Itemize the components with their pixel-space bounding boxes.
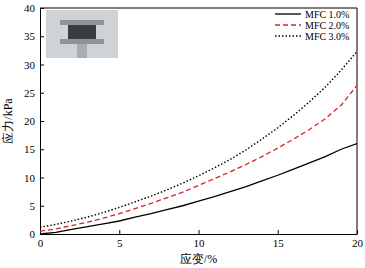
legend-swatch (275, 24, 301, 25)
y-tick: 30 (24, 59, 44, 71)
y-tick: 5 (30, 200, 45, 212)
y-tick-label: 35 (24, 30, 36, 42)
y-tick: 35 (24, 30, 44, 42)
x-tick-mark (278, 230, 279, 234)
y-tick-mark (40, 149, 44, 150)
legend: MFC 1.0%MFC 2.0%MFC 3.0% (275, 9, 349, 42)
y-tick-mark (40, 178, 44, 179)
legend-swatch (275, 13, 301, 14)
y-tick-label: 0 (30, 228, 36, 240)
x-tick-label: 5 (117, 237, 123, 249)
legend-label: MFC 3.0% (305, 31, 349, 42)
x-tick-label: 15 (273, 237, 285, 249)
y-tick: 0 (30, 228, 45, 240)
y-tick-mark (40, 93, 44, 94)
y-tick-mark (40, 206, 44, 207)
series-group (40, 52, 357, 234)
y-tick: 20 (24, 115, 44, 127)
y-tick-label: 5 (30, 200, 36, 212)
x-axis: 0 5 10 15 20 (38, 230, 364, 249)
y-tick-mark (40, 65, 44, 66)
legend-item: MFC 2.0% (275, 20, 349, 31)
legend-item: MFC 1.0% (275, 9, 349, 20)
x-tick-mark (199, 230, 200, 234)
frame-right (357, 8, 358, 234)
plot: 0 5 10 15 20 0 5 10 15 20 25 30 35 40 MFC 1.0%MFC 2.0%… (24, 2, 364, 249)
y-tick-label: 25 (24, 87, 36, 99)
chart: 0 5 10 15 20 0 5 10 15 20 25 30 35 40 MFC 1.0%MFC 2.0%… (0, 0, 365, 268)
y-tick: 10 (24, 172, 44, 184)
y-axis-title: 应力/kPa (1, 98, 15, 144)
inset-plate (60, 20, 104, 25)
inset-plate (60, 39, 104, 44)
y-tick-label: 15 (24, 143, 36, 155)
y-tick-mark (40, 234, 44, 235)
inset-sample (68, 25, 96, 39)
x-tick: 10 (194, 230, 206, 249)
y-tick-label: 20 (24, 115, 36, 127)
inset-bg (46, 10, 118, 58)
x-tick: 20 (352, 230, 364, 249)
inset-photo (46, 10, 118, 58)
y-axis: 0 5 10 15 20 25 30 35 40 (24, 2, 44, 240)
legend-label: MFC 1.0% (305, 9, 349, 20)
x-tick: 15 (273, 230, 285, 249)
inset-rod (77, 44, 87, 58)
y-tick: 15 (24, 143, 44, 155)
legend-label: MFC 2.0% (305, 20, 349, 31)
series-line (40, 52, 357, 228)
x-tick-label: 0 (38, 237, 44, 249)
y-tick: 25 (24, 87, 44, 99)
x-axis-line (41, 234, 358, 235)
y-tick-mark (40, 121, 44, 122)
series-line (40, 144, 357, 234)
legend-swatch (275, 35, 301, 36)
legend-item: MFC 3.0% (275, 31, 349, 42)
y-tick-mark (40, 36, 44, 37)
x-tick: 5 (117, 230, 123, 249)
y-tick-label: 40 (24, 2, 36, 14)
x-tick-label: 10 (194, 237, 206, 249)
x-tick-label: 20 (352, 237, 364, 249)
x-axis-title: 应变/% (180, 252, 217, 266)
y-tick-label: 10 (24, 172, 36, 184)
y-tick-label: 30 (24, 59, 36, 71)
x-tick-mark (119, 230, 120, 234)
series-line (40, 85, 357, 231)
